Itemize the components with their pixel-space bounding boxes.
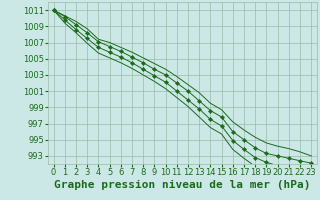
- X-axis label: Graphe pression niveau de la mer (hPa): Graphe pression niveau de la mer (hPa): [54, 180, 311, 190]
